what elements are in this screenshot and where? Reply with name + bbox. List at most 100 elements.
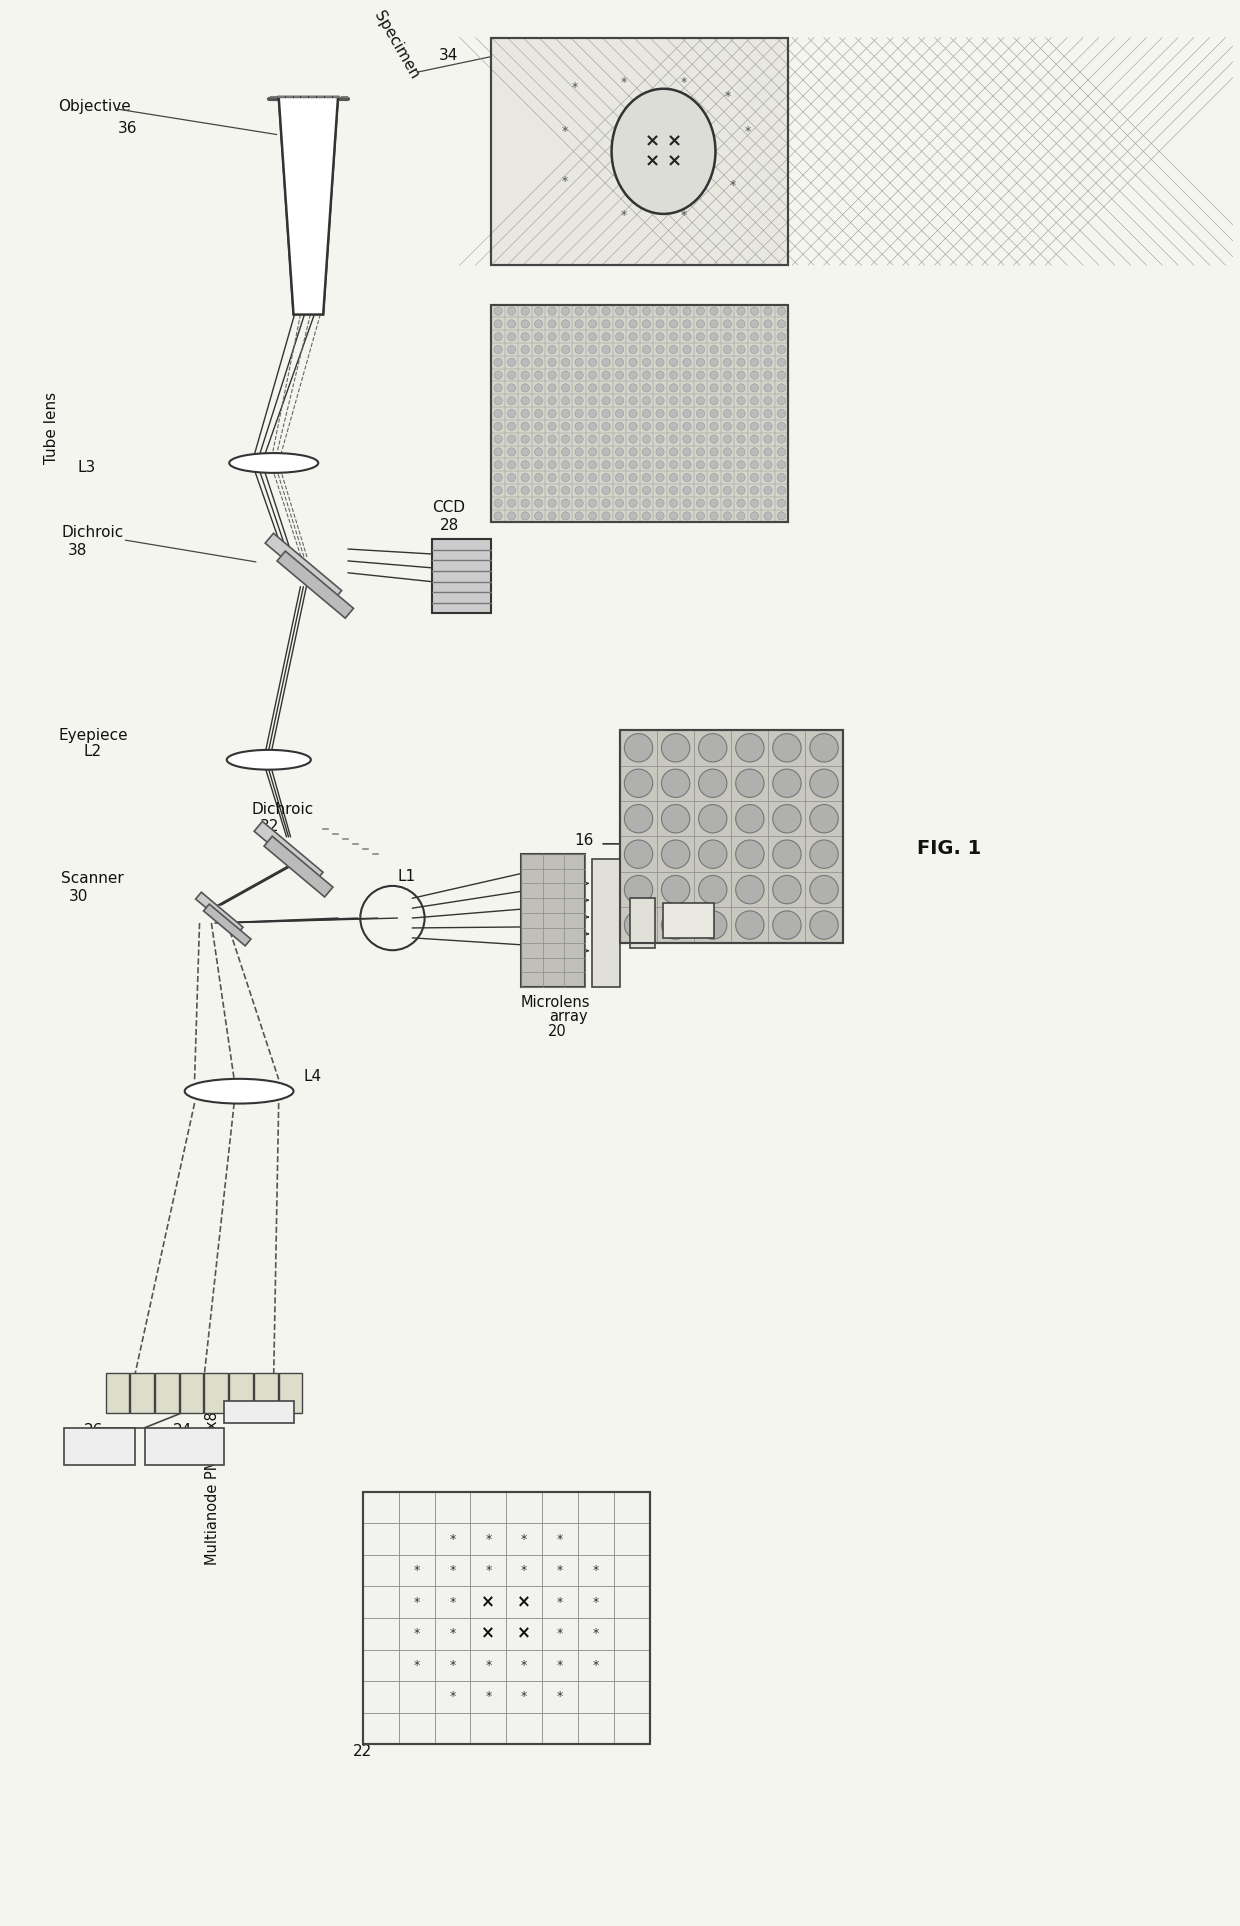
Text: 14: 14 xyxy=(627,872,647,888)
Circle shape xyxy=(589,512,596,520)
Circle shape xyxy=(656,474,665,482)
Circle shape xyxy=(656,345,665,354)
Polygon shape xyxy=(203,903,250,946)
Circle shape xyxy=(697,474,704,482)
Circle shape xyxy=(575,333,583,341)
Circle shape xyxy=(670,383,677,393)
Circle shape xyxy=(750,449,759,456)
Circle shape xyxy=(521,485,529,495)
Text: 26: 26 xyxy=(84,1423,103,1439)
Circle shape xyxy=(737,383,745,393)
Circle shape xyxy=(507,499,516,507)
Circle shape xyxy=(656,372,665,379)
Circle shape xyxy=(625,805,652,832)
Circle shape xyxy=(683,383,691,393)
Text: 30: 30 xyxy=(69,888,88,903)
Circle shape xyxy=(670,499,677,507)
Text: *: * xyxy=(449,1597,455,1608)
Circle shape xyxy=(548,512,557,520)
Circle shape xyxy=(777,410,785,418)
Circle shape xyxy=(548,449,557,456)
Circle shape xyxy=(642,333,651,341)
Circle shape xyxy=(670,435,677,443)
Bar xyxy=(521,853,585,988)
Circle shape xyxy=(656,512,665,520)
Circle shape xyxy=(575,485,583,495)
Circle shape xyxy=(494,333,502,341)
Circle shape xyxy=(810,911,838,940)
Text: 20: 20 xyxy=(548,1025,567,1040)
Circle shape xyxy=(629,485,637,495)
Circle shape xyxy=(615,397,624,404)
Circle shape xyxy=(615,358,624,366)
Circle shape xyxy=(589,306,596,316)
Circle shape xyxy=(777,306,785,316)
Circle shape xyxy=(723,383,732,393)
Circle shape xyxy=(494,345,502,354)
Text: Dichroic: Dichroic xyxy=(252,801,314,817)
Bar xyxy=(491,304,789,522)
Circle shape xyxy=(575,460,583,468)
Circle shape xyxy=(615,485,624,495)
Circle shape xyxy=(697,306,704,316)
Circle shape xyxy=(750,358,759,366)
Circle shape xyxy=(494,449,502,456)
Circle shape xyxy=(709,485,718,495)
Circle shape xyxy=(629,306,637,316)
Circle shape xyxy=(737,422,745,429)
Circle shape xyxy=(709,449,718,456)
Circle shape xyxy=(737,485,745,495)
Circle shape xyxy=(737,320,745,327)
Bar xyxy=(224,1400,294,1423)
Circle shape xyxy=(601,345,610,354)
Text: *: * xyxy=(449,1691,455,1703)
Circle shape xyxy=(494,499,502,507)
Circle shape xyxy=(507,474,516,482)
Circle shape xyxy=(737,372,745,379)
Circle shape xyxy=(656,449,665,456)
Text: ×: × xyxy=(517,1593,531,1612)
Circle shape xyxy=(521,397,529,404)
Text: *: * xyxy=(593,1564,599,1577)
Text: *: * xyxy=(485,1533,491,1547)
Text: L3: L3 xyxy=(78,460,95,476)
Circle shape xyxy=(737,435,745,443)
Circle shape xyxy=(697,512,704,520)
Circle shape xyxy=(642,397,651,404)
Circle shape xyxy=(521,499,529,507)
Circle shape xyxy=(709,410,718,418)
Circle shape xyxy=(764,422,773,429)
Text: Tube lens: Tube lens xyxy=(45,393,60,464)
Bar xyxy=(363,1493,650,1745)
Circle shape xyxy=(589,383,596,393)
Circle shape xyxy=(764,499,773,507)
Circle shape xyxy=(642,460,651,468)
Circle shape xyxy=(683,410,691,418)
Circle shape xyxy=(615,499,624,507)
Circle shape xyxy=(575,422,583,429)
Circle shape xyxy=(601,372,610,379)
Circle shape xyxy=(683,345,691,354)
Circle shape xyxy=(589,460,596,468)
Text: *: * xyxy=(485,1564,491,1577)
Circle shape xyxy=(683,449,691,456)
Circle shape xyxy=(548,474,557,482)
Circle shape xyxy=(494,460,502,468)
Bar xyxy=(155,1373,179,1414)
Text: *: * xyxy=(557,1564,563,1577)
Circle shape xyxy=(562,410,569,418)
Text: L4: L4 xyxy=(304,1069,321,1084)
Circle shape xyxy=(764,372,773,379)
Circle shape xyxy=(777,358,785,366)
Circle shape xyxy=(764,449,773,456)
Bar xyxy=(64,1427,135,1466)
Circle shape xyxy=(750,435,759,443)
Polygon shape xyxy=(277,551,353,618)
Circle shape xyxy=(589,449,596,456)
Polygon shape xyxy=(265,534,342,601)
Bar xyxy=(363,1493,650,1745)
Circle shape xyxy=(548,435,557,443)
Text: FIG. 1: FIG. 1 xyxy=(916,840,981,859)
Circle shape xyxy=(642,383,651,393)
Text: *: * xyxy=(413,1658,419,1672)
